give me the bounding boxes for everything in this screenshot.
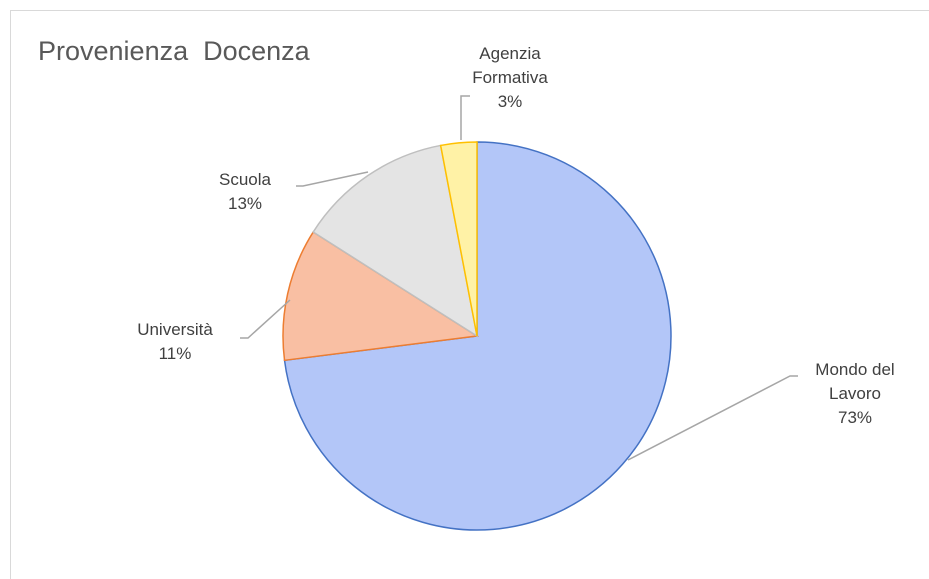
- category-label: Università: [137, 320, 213, 339]
- category-label: Agenzia Formativa: [472, 44, 548, 87]
- leader-line: [627, 375, 798, 461]
- chart-title: Provenienza Docenza: [38, 36, 310, 66]
- data-label: Scuola 13%: [195, 168, 295, 216]
- value-label: 3%: [497, 92, 523, 111]
- data-label: Università 11%: [115, 318, 235, 366]
- leader-line: [240, 299, 291, 339]
- chart-frame: [10, 10, 929, 579]
- value-label: 73%: [837, 408, 873, 427]
- pie-slice: [439, 141, 478, 337]
- data-label: Agenzia Formativa 3%: [455, 42, 565, 114]
- category-label: Scuola: [219, 170, 271, 189]
- leader-line: [296, 171, 369, 187]
- pie-slice: [312, 144, 479, 338]
- data-label: Mondo del Lavoro 73%: [790, 358, 920, 430]
- value-label: 13%: [227, 194, 263, 213]
- pie-slice: [282, 231, 480, 362]
- category-label: Mondo del Lavoro: [815, 360, 895, 403]
- leader-line: [460, 95, 470, 140]
- value-label: 11%: [158, 344, 192, 363]
